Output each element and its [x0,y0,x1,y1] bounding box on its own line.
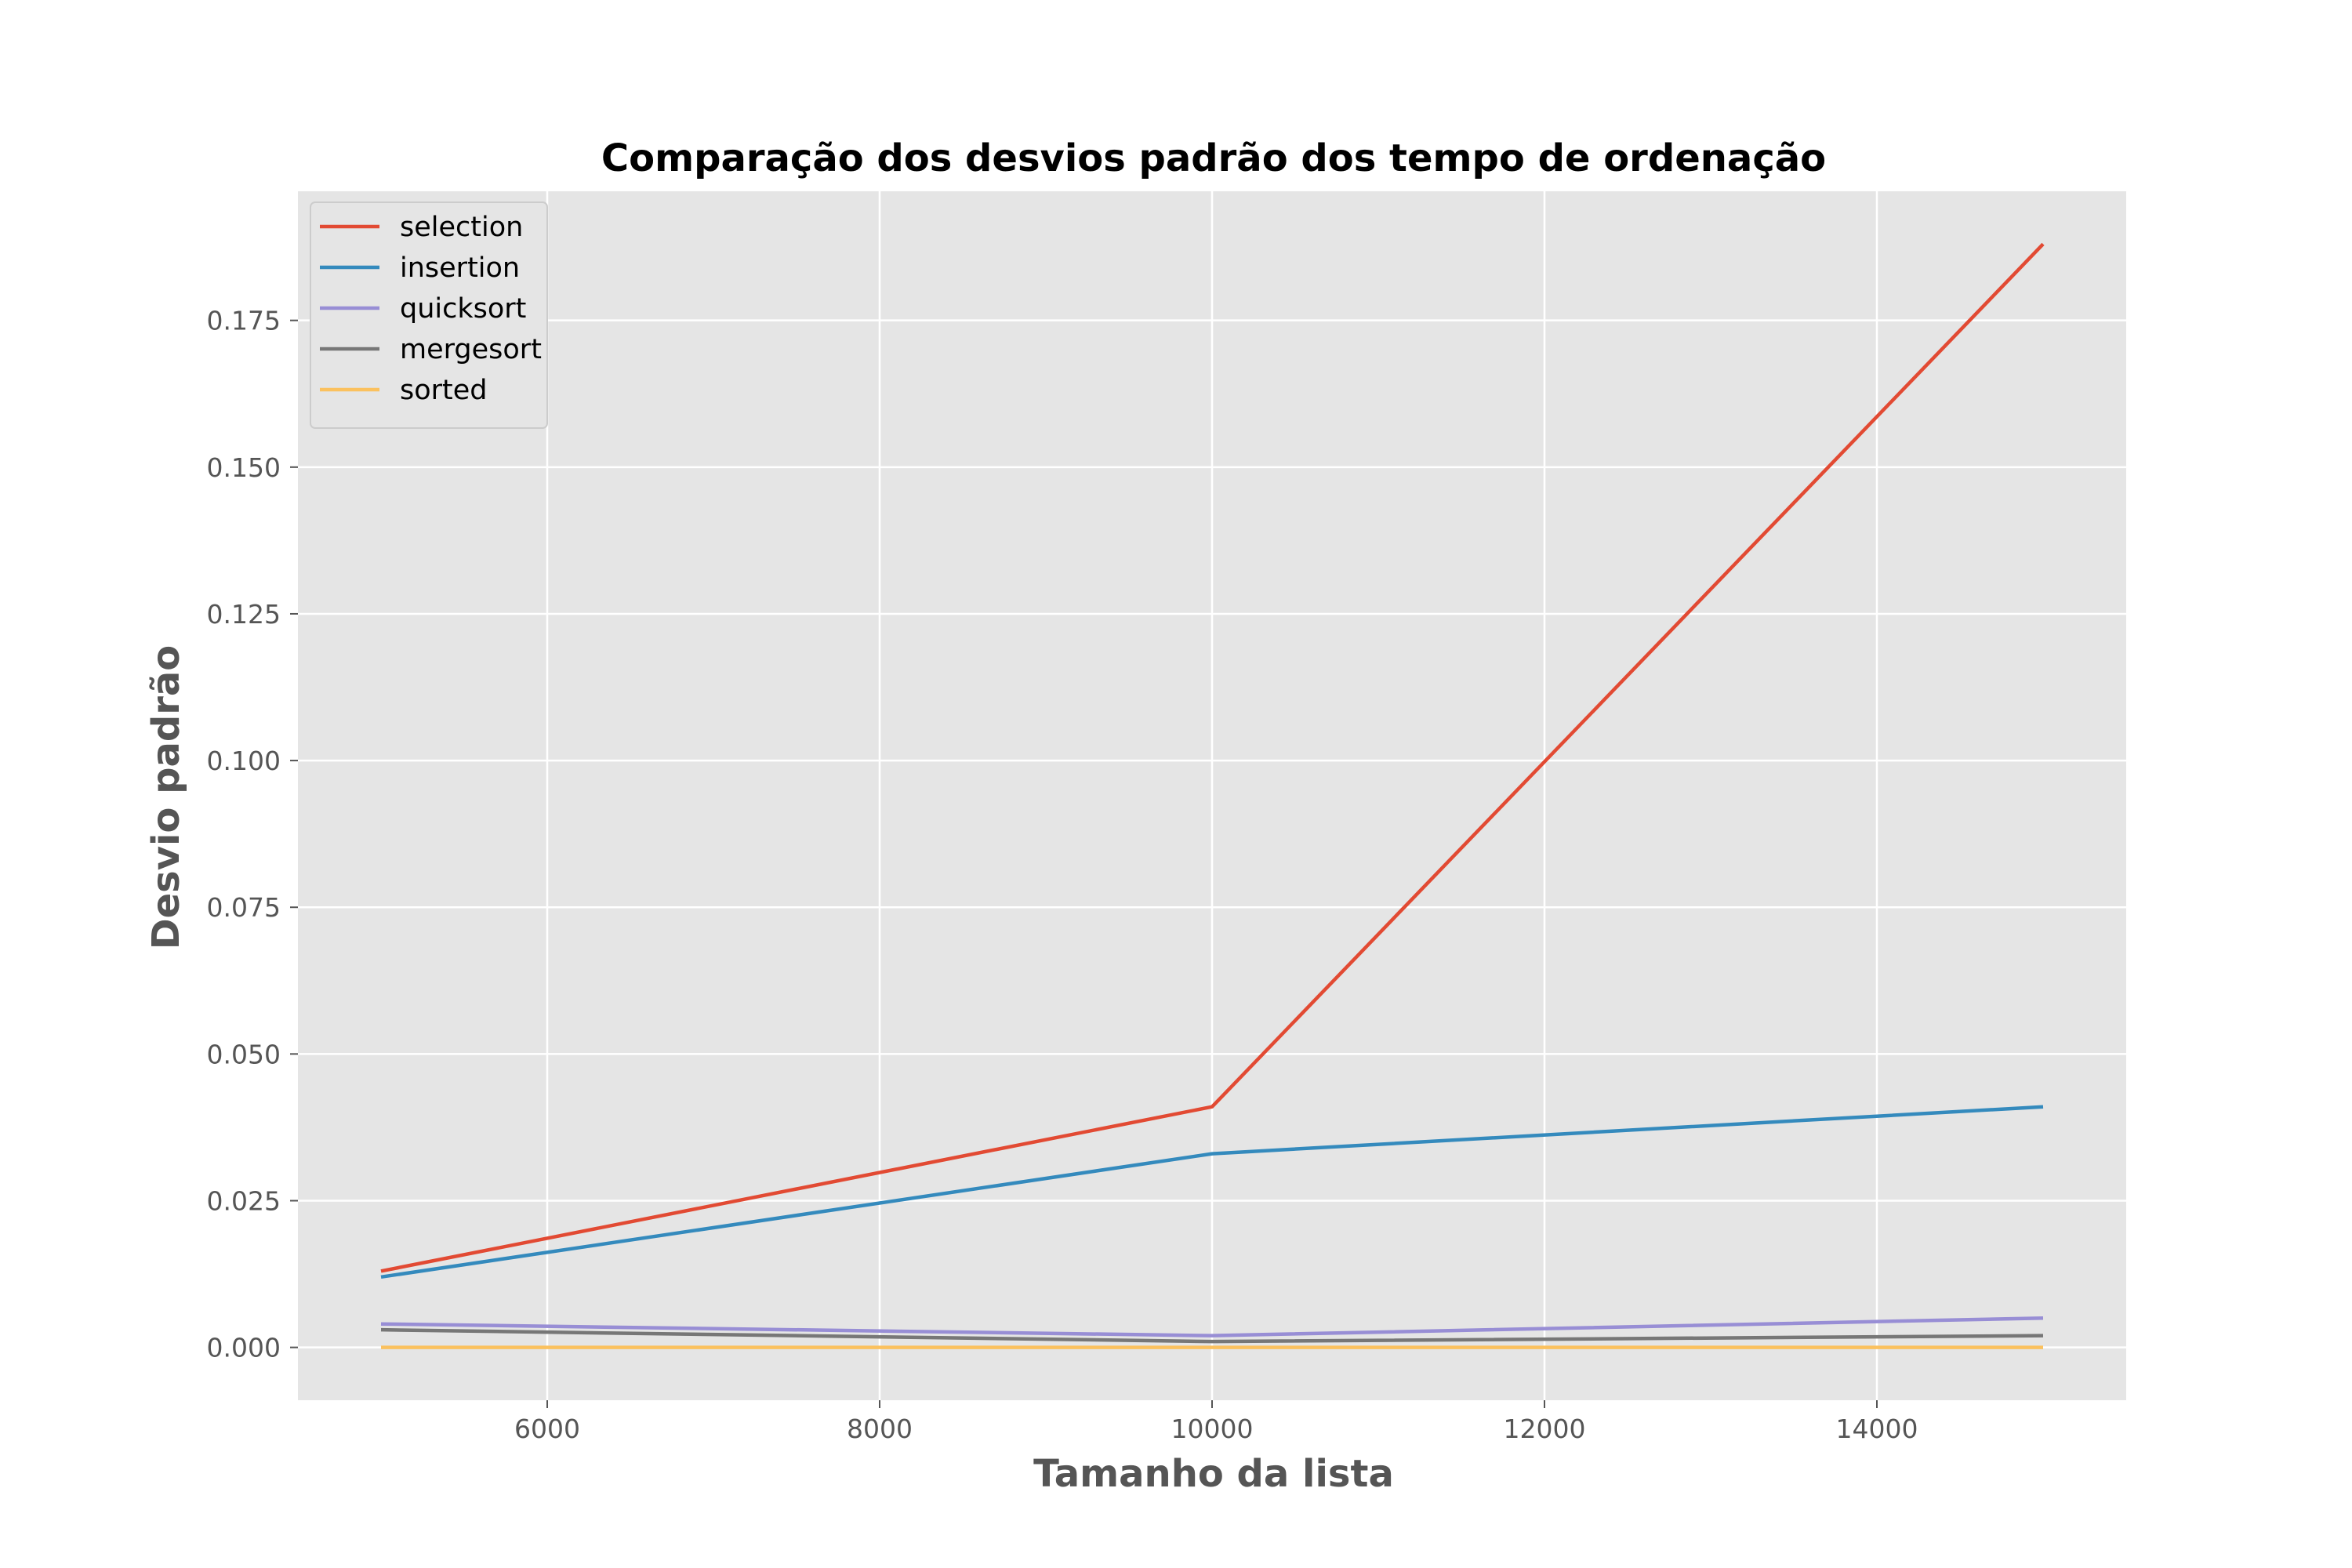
x-tick-label: 12000 [1504,1414,1586,1444]
y-tick-label: 0.175 [207,306,281,336]
series-line-mergesort [380,1327,2044,1344]
legend: selection insertion quicksort mergesort sort… [310,201,548,429]
x-tick-label: 6000 [514,1414,580,1444]
legend-label: insertion [400,252,520,284]
x-tick-label: 10000 [1171,1414,1254,1444]
series-lines [380,242,2045,1349]
y-tick-label: 0.075 [207,892,281,923]
series-line-insertion [380,1105,2044,1279]
y-tick-label: 0.150 [207,452,281,483]
legend-label: quicksort [400,293,526,325]
legend-label: sorted [400,375,488,406]
chart-title: Comparação dos desvios padrão dos tempo … [601,136,1826,180]
x-axis-label: Tamanho da lista [1033,1452,1394,1496]
y-tick-label: 0.125 [207,599,281,630]
y-tick-label: 0.050 [207,1039,281,1069]
x-tick-label: 14000 [1836,1414,1918,1444]
x-tick-label: 8000 [847,1414,913,1444]
axis-ticks: 6000 8000 10000 12000 14000 0.000 0.025 0.050 0.… [207,306,1918,1444]
series-line-selection [380,242,2045,1273]
legend-label: selection [400,212,523,243]
series-line-quicksort [380,1316,2044,1338]
y-tick-label: 0.000 [207,1333,281,1363]
y-tick-label: 0.025 [207,1185,281,1216]
legend-box [310,201,548,429]
y-axis-label: Desvio padrão [144,645,188,950]
legend-label: mergesort [400,334,542,365]
y-tick-label: 0.100 [207,746,281,776]
